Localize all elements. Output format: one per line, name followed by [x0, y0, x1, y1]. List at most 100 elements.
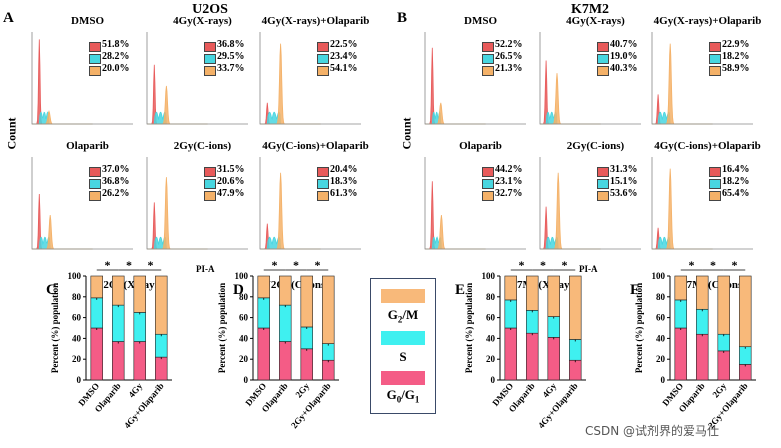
flow-percent-value: 61.3%	[330, 188, 358, 199]
bar-s	[133, 312, 146, 342]
bar-g0g1	[504, 327, 517, 381]
histogram-axes	[31, 157, 133, 250]
x-category-label: 2Gy	[293, 380, 311, 399]
y-tick-label: 100	[652, 271, 666, 281]
flow-percent-value: 29.5%	[217, 51, 245, 62]
flow-percent-value: 20.6%	[217, 176, 245, 187]
histogram-axes	[146, 157, 248, 250]
bar-g2m	[112, 275, 125, 306]
bar-s	[739, 346, 752, 365]
y-tick-label: 60	[239, 313, 249, 323]
bar-s	[696, 308, 709, 335]
flow-plot-title: 2Gy(C-ions)	[566, 140, 625, 152]
y-tick-label: 0	[244, 375, 249, 385]
flow-histogram	[146, 32, 248, 125]
flow-legend-swatch	[597, 179, 609, 189]
flow-histogram	[31, 157, 133, 250]
flow-histogram	[259, 32, 361, 125]
significance-star: *	[315, 258, 321, 272]
flow-legend-swatch	[89, 179, 101, 189]
flow-histogram	[651, 32, 753, 125]
significance-star: *	[272, 258, 278, 272]
bar-g2m	[300, 275, 313, 328]
flow-histogram	[539, 32, 641, 125]
flow-plot-title: Olaparib	[66, 140, 109, 152]
bar-g0g1	[112, 341, 125, 381]
chart-title: K7M2(X-rays)	[508, 279, 577, 291]
bar-g0g1	[674, 327, 687, 381]
bar-g2m	[322, 275, 335, 344]
x-category-label: 2Gy	[710, 380, 728, 399]
significance-star: *	[540, 258, 546, 272]
flow-percent-value: 54.1%	[330, 63, 358, 74]
flow-percent-value: 15.1%	[610, 176, 638, 187]
bar-s	[300, 326, 313, 350]
x-category-label: 4Gy+Olaparib	[122, 381, 166, 430]
flow-legend-swatch	[89, 42, 101, 52]
bar-g2m	[155, 275, 168, 335]
bar-s	[526, 310, 539, 334]
histogram-axes	[651, 32, 753, 125]
significance-star: *	[562, 258, 568, 272]
histogram-axes	[539, 32, 641, 125]
bar-g0g1	[90, 327, 103, 381]
histogram-axes	[259, 157, 361, 250]
flow-percent-value: 18.2%	[722, 176, 750, 187]
flow-percent-value: 23.1%	[495, 176, 523, 187]
x-category-label: 4Gy	[126, 380, 144, 399]
bar-g2m	[504, 275, 517, 301]
chart-title: U2OS(X-rays)	[95, 279, 163, 291]
flow-legend-swatch	[89, 66, 101, 76]
flow-percent-value: 58.9%	[722, 63, 750, 74]
histogram-axes	[31, 32, 133, 125]
bar-s	[504, 299, 517, 329]
flow-plot-title: 4Gy(X-rays)	[173, 15, 232, 27]
y-tick-label: 20	[656, 354, 666, 364]
flow-percent-value: 18.2%	[722, 51, 750, 62]
flow-percent-value: 26.5%	[495, 51, 523, 62]
bar-g0g1	[133, 341, 146, 381]
y-tick-label: 100	[68, 271, 82, 281]
flow-histogram	[31, 32, 133, 125]
histogram-axes	[259, 32, 361, 125]
flow-histogram	[424, 32, 526, 125]
bar-g2m	[90, 275, 103, 299]
bar-s	[155, 333, 168, 358]
y-tick-label: 40	[239, 333, 249, 343]
flow-legend-swatch	[709, 191, 721, 201]
bar-s	[90, 297, 103, 329]
flow-plot-title: 2Gy(C-ions)	[173, 140, 232, 152]
flow-legend-swatch	[204, 179, 216, 189]
flow-legend-swatch	[482, 54, 494, 64]
flow-percent-value: 33.7%	[217, 63, 245, 74]
y-tick-label: 60	[486, 313, 496, 323]
histogram-axes	[651, 157, 753, 250]
chart-title: U2OS(C-ions)	[263, 279, 329, 291]
x-category-label: 4Gy	[540, 380, 558, 399]
legend-swatch-g0g1	[381, 371, 425, 385]
significance-star: *	[732, 258, 738, 272]
flow-legend-swatch	[204, 42, 216, 52]
pi-a-axis-label-a: PI-A	[196, 264, 215, 274]
flow-percent-value: 22.5%	[330, 39, 358, 50]
bar-g2m	[569, 275, 582, 340]
flow-percent-value: 40.3%	[610, 63, 638, 74]
bar-s	[569, 339, 582, 361]
y-tick-label: 100	[482, 271, 496, 281]
bar-g0g1	[300, 348, 313, 381]
bar-g0g1	[547, 337, 560, 381]
flow-legend-swatch	[89, 54, 101, 64]
significance-star: *	[519, 258, 525, 272]
flow-legend-swatch	[597, 54, 609, 64]
flow-percent-value: 31.3%	[610, 164, 638, 175]
y-tick-label: 80	[72, 292, 82, 302]
flow-legend-swatch	[204, 54, 216, 64]
flow-legend-swatch	[204, 167, 216, 177]
flow-histogram	[539, 157, 641, 250]
flow-legend-swatch	[317, 42, 329, 52]
flow-plot-title: DMSO	[71, 15, 104, 27]
bar-g0g1	[257, 327, 270, 381]
flow-percent-value: 21.3%	[495, 63, 523, 74]
flow-legend-swatch	[204, 66, 216, 76]
